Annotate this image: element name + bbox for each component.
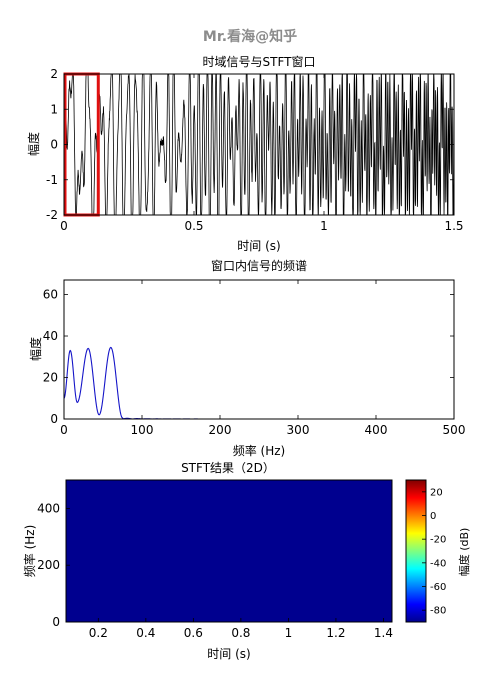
colorbar-tick-label: -40 (430, 558, 446, 569)
x-tick-label: 1.5 (444, 219, 463, 233)
subplot2-axes-box (63, 279, 455, 420)
colorbar-tick-label: -80 (430, 606, 446, 617)
subplot2-ylabel: 幅度 (28, 337, 43, 361)
x-tick-label: 0.2 (89, 626, 108, 640)
x-tick-label: 0.6 (184, 626, 203, 640)
x-tick-label: 200 (209, 423, 232, 437)
y-tick-label: 400 (37, 501, 60, 515)
x-tick-label: 1.2 (326, 626, 345, 640)
y-tick-label: -2 (46, 208, 58, 222)
colorbar-label: 幅度 (dB) (457, 528, 471, 577)
subplot1-xlabel: 时间 (s) (237, 239, 280, 253)
colorbar-tick-label: -20 (430, 535, 446, 546)
x-tick-label: 1 (320, 219, 328, 233)
x-tick-label: 1.4 (374, 626, 393, 640)
subplot1-ticks: 0 0.5 1 1.5 2 1 0 -1 -2 (46, 67, 464, 233)
time-signal-line (64, 74, 454, 215)
x-tick-label: 1 (285, 626, 293, 640)
colorbar-ticks: 20 0 -20 -40 -60 -80 (422, 487, 446, 617)
y-tick-label: 60 (43, 288, 58, 302)
x-tick-label: 0.5 (184, 219, 203, 233)
x-tick-label: 0.4 (136, 626, 155, 640)
x-tick-label: 300 (287, 423, 310, 437)
subplot3-ticks: 0.2 0.4 0.6 0.8 1 1.2 1.4 0 200 400 (37, 501, 393, 640)
x-tick-label: 0 (60, 219, 68, 233)
spectrum-subplot: 窗口内信号的频谱 0 100 200 300 400 500 0 20 40 60 频率 (Hz)… (28, 258, 465, 458)
watermark: Mr.看海@知乎 (202, 29, 298, 45)
colorbar-tick-label: -60 (430, 582, 446, 593)
y-tick-label: 0 (52, 615, 60, 629)
y-tick-label: 0 (50, 138, 58, 152)
colorbar (405, 479, 427, 623)
subplot3-title: STFT结果（2D） (181, 461, 275, 475)
x-tick-label: 0.8 (231, 626, 250, 640)
y-tick-label: 0 (50, 412, 58, 426)
subplot3-ylabel: 频率 (Hz) (22, 525, 37, 578)
x-tick-label: 500 (443, 423, 466, 437)
x-tick-label: 400 (365, 423, 388, 437)
colorbar-tick-label: 20 (430, 487, 443, 498)
subplot1-ylabel: 幅度 (26, 132, 41, 156)
subplot1-title: 时域信号与STFT窗口 (203, 55, 316, 69)
y-tick-label: 40 (43, 329, 58, 343)
colorbar-tick-label: 0 (430, 511, 436, 522)
subplot2-title: 窗口内信号的频谱 (211, 258, 307, 273)
x-tick-label: 100 (131, 423, 154, 437)
time-signal-subplot: 时域信号与STFT窗口 0 0.5 1 1.5 2 1 0 -1 -2 时间 (s) 幅度 (26, 55, 464, 253)
y-tick-label: -1 (46, 173, 58, 187)
subplot3-xlabel: 时间 (s) (207, 647, 250, 661)
subplot3-axes-box (65, 479, 393, 623)
y-tick-label: 200 (37, 558, 60, 572)
y-tick-label: 1 (50, 102, 58, 116)
subplot2-ticks: 0 100 200 300 400 500 0 20 40 60 (43, 280, 466, 437)
y-tick-label: 2 (50, 67, 58, 81)
subplot2-xlabel: 频率 (Hz) (233, 443, 286, 458)
y-tick-label: 20 (43, 371, 58, 385)
stft-heatmap-fill (66, 480, 392, 622)
x-tick-label: 0 (60, 423, 68, 437)
spectrum-line (64, 346, 454, 419)
